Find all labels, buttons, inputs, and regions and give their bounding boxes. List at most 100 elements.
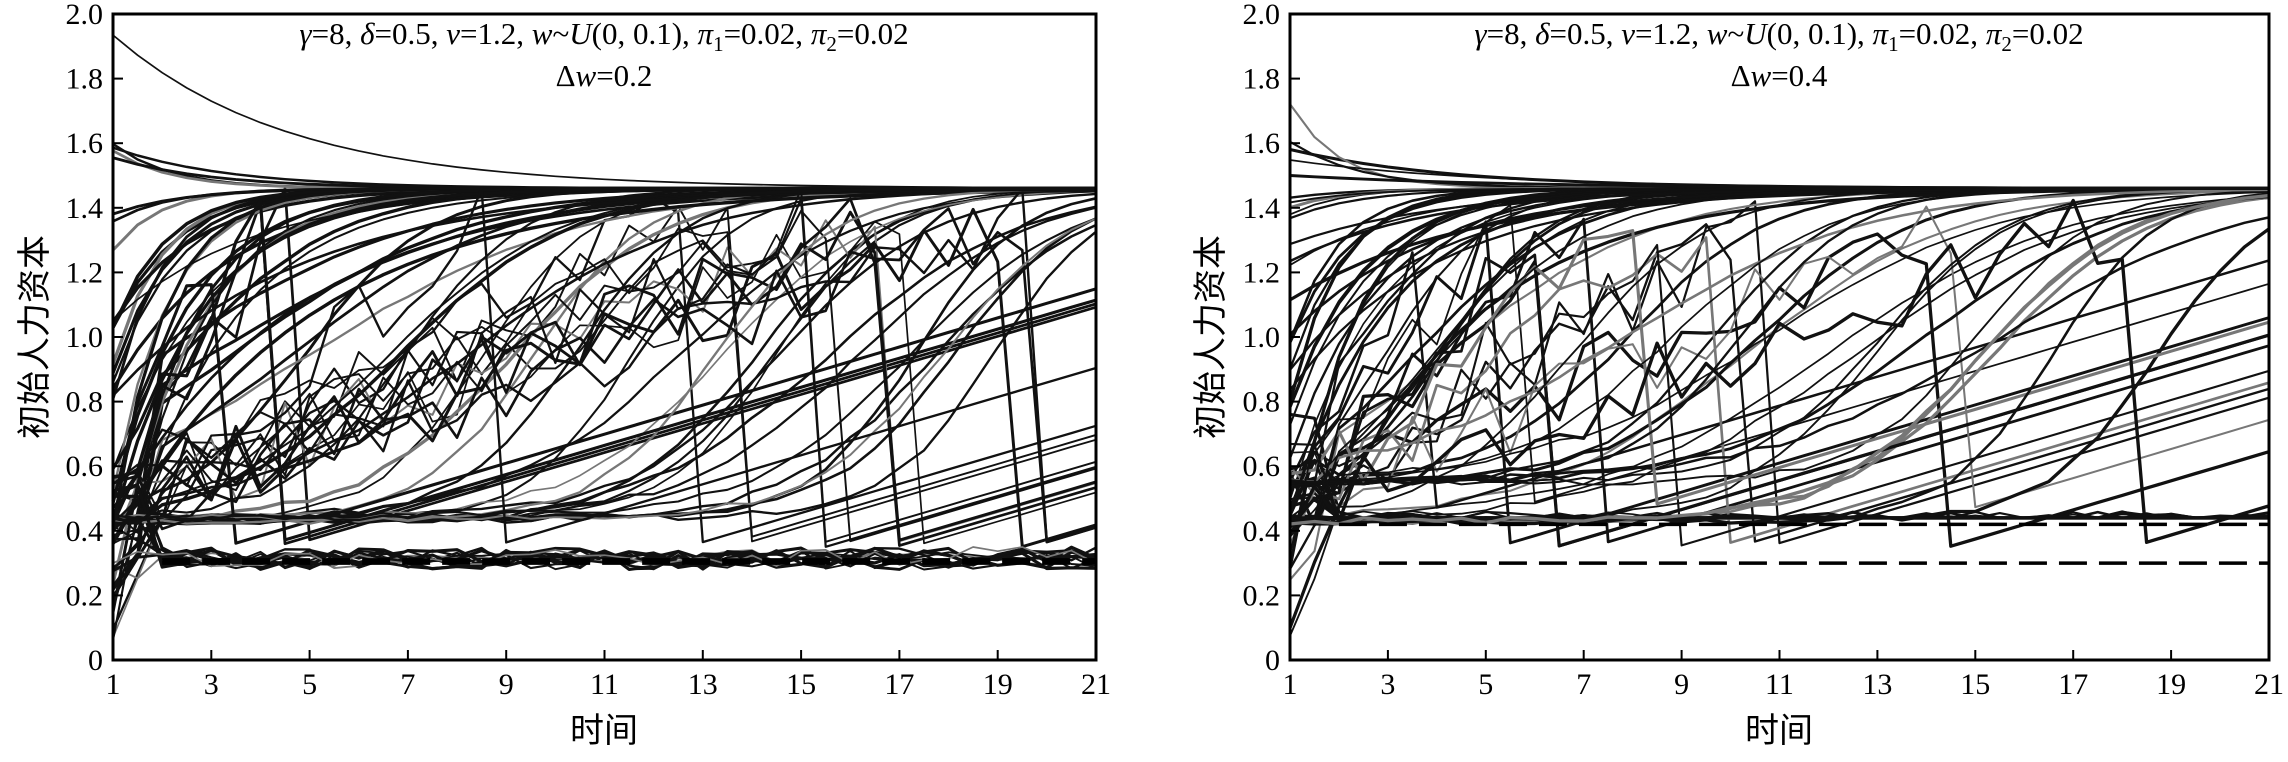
annotation-token: =0.02, [1899,16,1986,51]
annotation-token: γ [1474,16,1487,51]
annotation-token: 1 [713,32,724,56]
series-line [112,197,1097,547]
series-line [111,187,1097,544]
series-line [1288,220,2270,545]
annotation-token: Δ [556,58,576,93]
y-tick-label: 0.8 [1243,386,1281,419]
annotation-token: =1.2, [460,16,532,51]
annotation-token: (0, 0.1), [1767,16,1873,51]
annotation-token: π [811,16,828,51]
series-line [1288,251,2270,509]
series-line [1289,189,2270,519]
y-tick-label: 0.6 [1243,450,1281,483]
ylabel-left: 初始人力资本 [15,235,55,439]
y-tick-label: 0.2 [1243,579,1281,612]
x-tick-label: 11 [1765,668,1794,701]
annotation-token: π [698,16,715,51]
xlabel-right: 时间 [1745,711,1813,751]
annotation-token: =0.5, [1550,16,1622,51]
chart-right: 1 3 5 7 9 11 13 15 17 19 2100.20.40.60.81.01.21.41… [1191,0,2284,751]
annotation-token: v [1621,16,1635,51]
x-tick-label: 1 [106,668,121,701]
y-tick-label: 1.0 [1243,321,1281,354]
x-tick-label: 15 [1960,668,1990,701]
y-tick-label: 0 [88,644,103,677]
x-tick-label: 9 [1674,668,1689,701]
y-tick-label: 1.8 [1243,63,1281,96]
x-tick-label: 19 [983,668,1013,701]
x-tick-label: 5 [302,668,317,701]
y-tick-label: 1.0 [66,321,104,354]
series-line [111,198,1097,542]
series-line [111,207,1097,549]
annotation-token: =0.02 [837,16,909,51]
dashed-levels-right [1338,522,2269,565]
x-tick-label: 3 [1380,668,1395,701]
annotation-token: ~ [552,16,569,51]
y-tick-label: 0.4 [1243,515,1281,548]
x-tick-label: 13 [688,668,718,701]
annotation-token: (0, 0.1), [592,16,698,51]
annotation-token: γ [299,16,312,51]
y-tick-label: 1.8 [66,63,104,96]
series-line [112,187,1097,525]
annotation-token: δ [1535,16,1550,51]
annotation-token: =0.02, [724,16,811,51]
series-line [111,283,1097,545]
x-tick-label: 15 [786,668,816,701]
y-tick-label: 0 [1265,644,1280,677]
annotation-token: w [532,16,553,51]
series-group-right [1288,103,2270,637]
y-tick-label: 0.8 [66,386,104,419]
annotation-token: π [1986,16,2003,51]
series-line [1288,198,2270,544]
dashed-levels-left [162,558,1096,565]
y-tick-label: 1.4 [66,192,104,225]
ticks-left: 1 3 5 7 9 11 13 15 17 19 2100.20.40.60.81.01.21.41… [66,0,1112,701]
annotation-token: U [1744,16,1769,51]
annotation-token: =8, [1487,16,1535,51]
series-line [1288,200,2270,545]
series-line [112,188,1097,397]
annotation-right: γ=8, δ=0.5, v=1.2, w~U(0, 0.1), π1=0.02,… [1474,16,2083,93]
y-tick-label: 2.0 [66,0,104,31]
annotation-token: Δ [1731,58,1751,93]
y-tick-label: 0.4 [66,515,104,548]
series-line [1289,192,2270,526]
x-tick-label: 13 [1862,668,1892,701]
xlabel-left: 时间 [570,711,638,751]
series-line [1289,196,2270,521]
series-line [1289,191,2270,487]
annotation-token: =0.2 [596,58,652,93]
series-line [112,217,1097,522]
annotation-token: δ [360,16,375,51]
annotation-text: Δw=0.4 [1731,58,1828,93]
chart-left: 1 3 5 7 9 11 13 15 17 19 2100.20.40.60.81.01.21.41… [15,0,1111,751]
series-line [112,186,1096,525]
annotation-token: w [1751,58,1772,93]
annotation-token: =8, [312,16,360,51]
annotation-text: γ=8, δ=0.5, v=1.2, w~U(0, 0.1), π1=0.02,… [1474,16,2083,56]
x-tick-label: 7 [1576,668,1591,701]
x-tick-label: 5 [1478,668,1493,701]
x-tick-label: 9 [499,668,514,701]
annotation-token: =0.5, [375,16,447,51]
y-tick-label: 1.4 [1243,192,1281,225]
series-group-left [111,34,1097,641]
series-line [1288,223,2270,543]
annotation-token: π [1873,16,1890,51]
x-tick-label: 17 [2058,668,2088,701]
series-line [112,209,1097,543]
series-line [1289,229,2270,506]
y-tick-label: 2.0 [1243,0,1281,31]
annotation-text: γ=8, δ=0.5, v=1.2, w~U(0, 0.1), π1=0.02,… [299,16,908,56]
annotation-token: =0.02 [2012,16,2084,51]
y-tick-label: 1.6 [1243,127,1281,160]
y-tick-label: 1.6 [66,127,104,160]
annotation-token: U [569,16,594,51]
x-tick-label: 3 [204,668,219,701]
annotation-token: v [446,16,460,51]
series-line [112,227,1097,543]
series-line [112,206,1097,522]
